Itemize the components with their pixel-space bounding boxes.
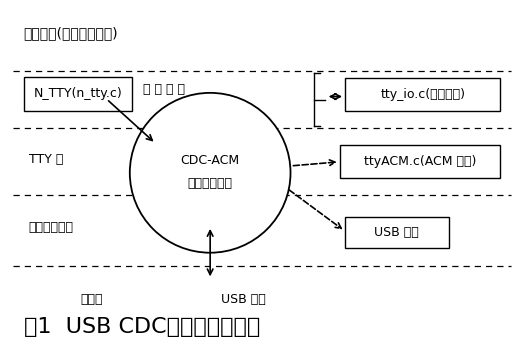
Bar <box>24 77 133 111</box>
Text: 线 路 规 程: 线 路 规 程 <box>143 83 185 96</box>
Text: ttyACM.c(ACM 模块): ttyACM.c(ACM 模块) <box>364 155 476 168</box>
Text: TTY 层: TTY 层 <box>29 153 63 165</box>
Text: N_TTY(n_tty.c): N_TTY(n_tty.c) <box>34 87 122 100</box>
Text: 物理层: 物理层 <box>81 294 103 306</box>
Text: 底层驱动程序: 底层驱动程序 <box>29 221 74 234</box>
Text: 图1  USB CDC类设备通信流程: 图1 USB CDC类设备通信流程 <box>24 317 260 337</box>
Bar <box>345 78 500 111</box>
Ellipse shape <box>130 93 290 253</box>
Bar <box>345 217 449 248</box>
Text: tty_io.c(核心模块): tty_io.c(核心模块) <box>380 88 465 101</box>
Text: USB 接口: USB 接口 <box>221 294 265 306</box>
Text: CDC-ACM: CDC-ACM <box>181 154 239 167</box>
Text: USB 核心: USB 核心 <box>375 227 419 239</box>
Bar <box>340 145 500 178</box>
Text: 设备驱动程序: 设备驱动程序 <box>188 177 233 190</box>
Text: 应用程序(系统调用接口): 应用程序(系统调用接口) <box>24 27 118 41</box>
